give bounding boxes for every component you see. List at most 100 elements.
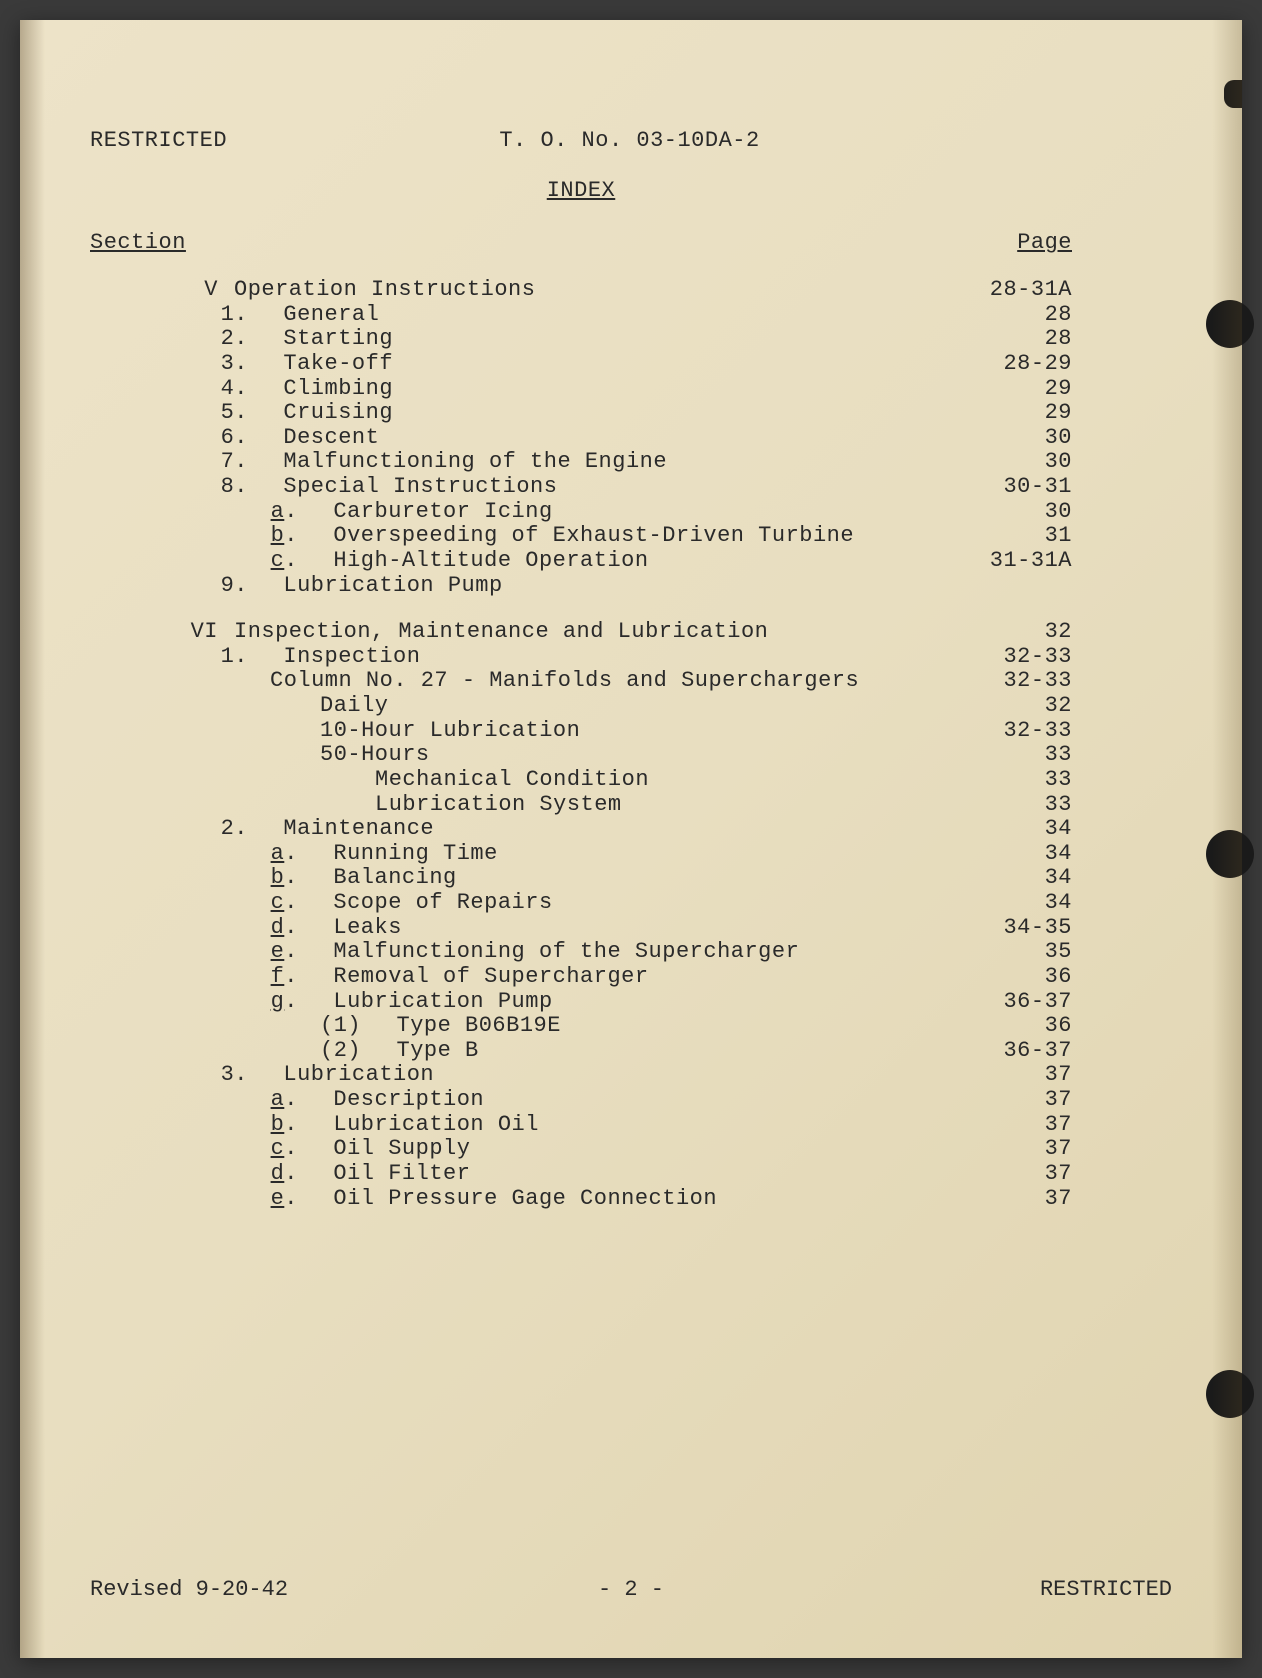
entry-page: 30 <box>952 426 1072 451</box>
entry-number: d. <box>270 1162 298 1187</box>
entry-page: 37 <box>952 1187 1072 1212</box>
entry-number: c. <box>270 1137 298 1162</box>
index-entry: 50-Hours33 <box>90 743 1072 768</box>
footer-classification: RESTRICTED <box>1040 1577 1172 1602</box>
entry-page: 30 <box>952 500 1072 525</box>
index-entry: Daily32 <box>90 694 1072 719</box>
entry-number: f. <box>270 965 298 990</box>
entry-page: 37 <box>952 1088 1072 1113</box>
index-entry: b. Balancing34 <box>90 866 1072 891</box>
entry-page: 37 <box>952 1113 1072 1138</box>
index-entry: 5. Cruising29 <box>90 401 1072 426</box>
entry-label: Description <box>333 1088 952 1113</box>
entry-number: 8. <box>220 475 248 500</box>
column-headers: Section Page <box>90 232 1172 254</box>
index-title-row: INDEX <box>0 180 1172 202</box>
index-entry: b. Overspeeding of Exhaust-Driven Turbin… <box>90 524 1072 549</box>
index-entry: Column No. 27 - Manifolds and Supercharg… <box>90 669 1072 694</box>
entry-page: 31-31A <box>952 549 1072 574</box>
entry-label: Starting <box>283 327 952 352</box>
entry-label: Scope of Repairs <box>333 891 952 916</box>
entry-number: 3. <box>220 1063 248 1088</box>
entry-label: Carburetor Icing <box>333 500 952 525</box>
entry-label: Cruising <box>283 401 952 426</box>
index-entry: d. Oil Filter37 <box>90 1162 1072 1187</box>
index-entry: e. Malfunctioning of the Supercharger35 <box>90 940 1072 965</box>
index-entry: Mechanical Condition33 <box>90 768 1072 793</box>
entry-label: General <box>283 303 952 328</box>
entry-page: 37 <box>952 1063 1072 1088</box>
entry-number: a. <box>270 1088 298 1113</box>
entry-number: b. <box>270 524 298 549</box>
entry-number: 5. <box>220 401 248 426</box>
entry-number: (1) <box>320 1014 361 1039</box>
index-entry: a. Running Time34 <box>90 842 1072 867</box>
entry-label: Lubrication Pump <box>333 990 952 1015</box>
entry-page: 32-33 <box>952 719 1072 744</box>
entry-number: 1. <box>220 303 248 328</box>
revised-date: Revised 9-20-42 <box>90 1577 288 1602</box>
index-entry: 9. Lubrication Pump <box>90 574 1072 599</box>
index-entry: (1) Type B06B19E36 <box>90 1014 1072 1039</box>
entry-label: Daily <box>320 694 952 719</box>
section-label: Operation Instructions <box>234 278 952 303</box>
entry-number: 6. <box>220 426 248 451</box>
index-entry: 3. Lubrication37 <box>90 1063 1072 1088</box>
entry-label: Take-off <box>283 352 952 377</box>
entry-label: Lubrication Oil <box>333 1113 952 1138</box>
section-roman: V <box>170 278 218 303</box>
entry-number: c. <box>270 891 298 916</box>
index-title: INDEX <box>547 178 616 203</box>
entry-label: Maintenance <box>283 817 952 842</box>
document-number: T. O. No. 03-10DA-2 <box>87 130 1172 152</box>
entry-page: 31 <box>952 524 1072 549</box>
binder-hole <box>1206 300 1254 348</box>
section-label: Inspection, Maintenance and Lubrication <box>234 620 952 645</box>
entry-number: 2. <box>220 817 248 842</box>
index-entry: 7. Malfunctioning of the Engine30 <box>90 450 1072 475</box>
entry-page: 34 <box>952 817 1072 842</box>
index-entry: Lubrication System33 <box>90 793 1072 818</box>
entry-number: e. <box>270 940 298 965</box>
index-entry: c. Scope of Repairs34 <box>90 891 1072 916</box>
entry-label: 10-Hour Lubrication <box>320 719 952 744</box>
document-page: RESTRICTED T. O. No. 03-10DA-2 INDEX Sec… <box>20 20 1242 1658</box>
index-entry: 1. General28 <box>90 303 1072 328</box>
entry-label: Running Time <box>333 842 952 867</box>
index-entry: 4. Climbing29 <box>90 377 1072 402</box>
entry-label: Inspection <box>283 645 952 670</box>
entry-number: d. <box>270 916 298 941</box>
entry-page: 36-37 <box>952 990 1072 1015</box>
entry-label: Oil Pressure Gage Connection <box>333 1187 952 1212</box>
entry-label: Malfunctioning of the Supercharger <box>333 940 952 965</box>
entry-page: 33 <box>952 743 1072 768</box>
entry-label: Oil Supply <box>333 1137 952 1162</box>
page-header-col: Page <box>1017 232 1072 254</box>
entry-page: 33 <box>952 793 1072 818</box>
entry-number: g. <box>270 990 298 1015</box>
entry-page: 36 <box>952 1014 1072 1039</box>
page-artifact <box>1224 80 1242 108</box>
index-entry: 1. Inspection32-33 <box>90 645 1072 670</box>
entry-label: Type B06B19E <box>397 1014 952 1039</box>
binder-hole <box>1206 1370 1254 1418</box>
entry-page: 36-37 <box>952 1039 1072 1064</box>
entry-label: Balancing <box>333 866 952 891</box>
entry-number: b. <box>270 1113 298 1138</box>
index-entry: 10-Hour Lubrication32-33 <box>90 719 1072 744</box>
entry-label: 50-Hours <box>320 743 952 768</box>
entry-page: 29 <box>952 377 1072 402</box>
entry-page: 35 <box>952 940 1072 965</box>
entry-label: Lubrication <box>283 1063 952 1088</box>
page-content: RESTRICTED T. O. No. 03-10DA-2 INDEX Sec… <box>90 130 1172 1211</box>
section-header: Section <box>90 232 186 254</box>
page-footer: Revised 9-20-42 - 2 - RESTRICTED <box>90 1577 1172 1602</box>
index-entry: 2. Maintenance34 <box>90 817 1072 842</box>
entry-page: 32-33 <box>952 645 1072 670</box>
entry-page: 34-35 <box>952 916 1072 941</box>
entry-page: 34 <box>952 891 1072 916</box>
entry-page: 30 <box>952 450 1072 475</box>
entry-page: 30-31 <box>952 475 1072 500</box>
entry-number: c. <box>270 549 298 574</box>
entry-label: Column No. 27 - Manifolds and Supercharg… <box>270 669 952 694</box>
